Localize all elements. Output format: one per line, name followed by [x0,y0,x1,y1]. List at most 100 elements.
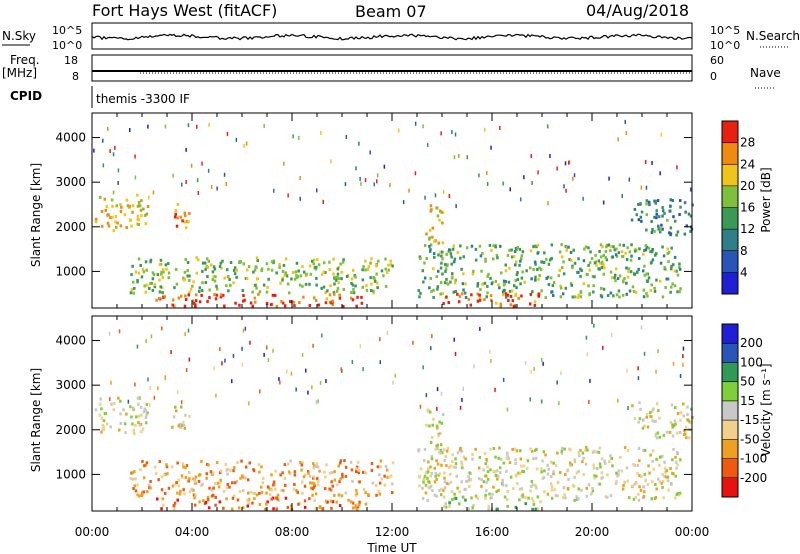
velocity-sparse-cell [170,350,172,355]
velocity-cell [323,487,327,491]
velocity-cell [424,471,428,475]
velocity-cell [287,462,290,466]
velocity-cell [375,493,378,497]
velocity-cell [532,499,535,503]
power-cell [425,232,428,236]
velocity-cell [464,498,467,502]
power-cell [627,267,631,271]
power-sparse-cell [651,161,653,165]
velocity-cell [123,422,127,426]
power-cell [590,257,594,260]
power-cell [593,275,596,279]
power-cell [349,296,353,300]
nsky-label: N.Sky [2,29,36,43]
power-sparse-cell [369,150,371,155]
power-cell [428,244,431,248]
velocity-cell [671,458,674,462]
power-cell [645,199,649,203]
velocity-cell [160,488,164,492]
velocity-cell [448,466,451,469]
velocity-cell [448,505,451,508]
time-tick-label: 20:00 [575,525,610,539]
power-sparse-cell [556,166,558,171]
velocity-cell [582,456,585,460]
power-cell [450,262,453,266]
power-cell [508,248,511,252]
velocity-cell [244,465,248,469]
velocity-cell [508,461,512,465]
power-cell [317,263,321,267]
velocity-sparse-cell [249,340,251,345]
velocity-cell [163,492,167,495]
velocity-cell [173,504,176,508]
power-cell [255,277,259,281]
power-sparse-cell [225,182,227,186]
power-cell [143,284,146,288]
power-cell [158,297,161,301]
power-cell [139,208,143,212]
power-cell [213,267,217,271]
velocity-cell [314,507,317,510]
power-cell [499,302,502,306]
velocity-sparse-cell [224,358,226,363]
velocity-cell [670,483,673,486]
power-cell [309,272,313,276]
velocity-cell [471,506,474,510]
power-cell [232,281,235,285]
velocity-cell [233,481,237,485]
velocity-cell [165,463,168,467]
power-cell [99,195,102,199]
velocity-heatmap-cells [94,323,694,511]
power-sparse-cell [389,183,391,188]
power-sparse-cell [283,161,285,166]
velocity-sparse-cell [637,376,640,381]
power-cell [336,267,339,271]
velocity-cell [454,462,458,466]
power-cell [439,266,443,270]
power-cell [305,272,308,276]
velocity-sparse-cell [319,380,322,385]
velocity-sparse-cell [118,329,121,334]
velocity-cell [535,486,538,490]
power-cell [220,266,223,270]
power-cell [545,257,548,261]
velocity-cell [476,497,480,500]
power-cell [106,221,110,225]
power-cell [164,263,168,267]
power-cell [642,269,645,273]
velocity-cell [564,496,567,500]
power-cell [144,290,147,294]
power-cell [444,269,447,273]
velocity-sparse-cell [241,346,243,351]
power-cell [476,299,480,303]
freq-panel-frame [91,54,693,82]
velocity-cell [445,449,449,453]
power-cell [548,258,552,262]
power-cell [538,274,541,278]
power-colorbar-tick-label: 4 [740,265,748,279]
velocity-cell [364,491,367,495]
power-cell [508,266,511,270]
power-sparse-cell [608,176,610,181]
velocity-cell [460,480,463,484]
power-cell [642,295,646,299]
power-cell [655,209,658,213]
power-sparse-cell [644,160,647,164]
power-cell [540,260,543,264]
power-cell [245,277,249,281]
power-cell [456,250,460,254]
power-cell [637,218,641,222]
velocity-cell [615,480,618,483]
power-cell [360,295,363,299]
power-cell [570,283,574,287]
power-cell [627,270,630,273]
velocity-cell [642,448,645,452]
velocity-cell [677,493,681,497]
power-cell [517,296,520,300]
velocity-cell [593,476,596,480]
velocity-cell [434,447,437,451]
velocity-cell [325,463,328,467]
velocity-sparse-cell [295,387,297,392]
power-cell [521,270,524,274]
